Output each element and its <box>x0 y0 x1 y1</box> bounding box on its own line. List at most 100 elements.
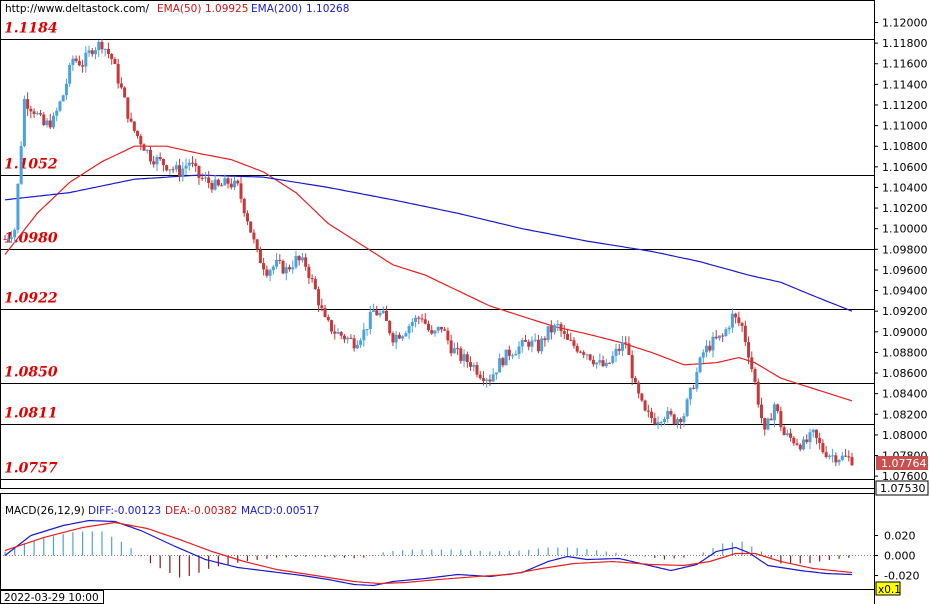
candle-body <box>388 320 392 334</box>
macd-tick-label: 0.000 <box>884 550 916 563</box>
candle-body <box>391 333 395 343</box>
zoom-box[interactable] <box>875 581 901 596</box>
candle-body <box>252 232 256 240</box>
candle-body <box>850 457 854 466</box>
candle-body <box>320 305 324 309</box>
candle-body <box>197 165 201 178</box>
support-resistance-levels: 1.1184 1.1052 1.0980 1.0922 1.0850 1.0811 1.07… <box>0 21 874 480</box>
candle-body <box>100 41 104 50</box>
site-url[interactable]: http://www.deltastock.com/ <box>5 3 150 15</box>
ema200-value: 1.10268 <box>306 3 349 15</box>
candle-body <box>74 58 78 61</box>
candle-body <box>68 64 72 84</box>
candle-body <box>32 111 36 114</box>
candle-body <box>792 437 796 444</box>
candle-body <box>81 65 85 67</box>
candle-body <box>375 310 379 316</box>
candle-body <box>785 433 789 436</box>
candle-body <box>614 348 618 356</box>
candle-body <box>307 266 311 279</box>
candle-body <box>511 355 515 357</box>
candle-body <box>349 337 353 339</box>
candle-body <box>769 418 773 421</box>
candle-body <box>203 177 207 179</box>
candle-body <box>743 325 747 343</box>
candle-body <box>184 165 188 169</box>
candle-body <box>430 330 434 334</box>
candle-body <box>562 331 566 334</box>
candle-body <box>116 63 120 84</box>
candle-body <box>142 144 146 151</box>
candle-body <box>575 345 579 352</box>
candle-body <box>582 352 586 355</box>
candle-body <box>498 358 502 373</box>
candle-body <box>834 455 838 463</box>
candle-body <box>300 257 304 261</box>
candle-body <box>9 237 13 239</box>
candle-body <box>271 266 275 271</box>
candle-body <box>527 341 531 347</box>
candle-body <box>213 179 217 190</box>
level-label: 1.0922 <box>4 291 58 307</box>
candle-body <box>330 320 334 332</box>
candle-body <box>611 355 615 363</box>
candle-body <box>372 310 376 312</box>
candle-body <box>249 221 253 233</box>
price-tick-label: 1.11600 <box>882 58 928 71</box>
candle-body <box>475 365 479 375</box>
candle-body <box>42 114 46 126</box>
candle-body <box>701 352 705 358</box>
price-tick-label: 1.10200 <box>882 202 928 215</box>
candle-body <box>77 60 81 66</box>
candle-body <box>187 162 191 166</box>
candle-body <box>110 53 114 59</box>
candle-body <box>436 326 440 331</box>
candle-body <box>284 267 288 274</box>
candle-body <box>536 339 540 352</box>
candle-body <box>168 169 172 171</box>
candle-body <box>831 455 835 457</box>
candle-body <box>837 459 841 463</box>
candle-body <box>404 333 408 337</box>
candle-body <box>501 358 505 366</box>
price-tick-label: 1.11000 <box>882 120 928 133</box>
candle-body <box>591 359 595 365</box>
candle-body <box>365 329 369 331</box>
candle-body <box>310 278 314 280</box>
bottom-price-label: 1.07530 <box>880 482 926 495</box>
candle-body <box>840 455 844 460</box>
candle-body <box>620 342 624 351</box>
candle-body <box>433 330 437 334</box>
price-tick-label: 1.08600 <box>882 367 928 380</box>
candle-body <box>595 362 599 365</box>
price-tick-label: 1.08000 <box>882 429 928 442</box>
candle-body <box>763 418 767 430</box>
candle-body <box>19 146 23 184</box>
candle-body <box>643 400 647 411</box>
candle-body <box>740 323 744 326</box>
candle-body <box>666 411 670 419</box>
candle-body <box>161 159 165 166</box>
candle-body <box>323 308 327 317</box>
macd-diff-line <box>4 519 853 587</box>
candle-body <box>420 318 424 320</box>
candle-body <box>708 345 712 351</box>
candle-body <box>39 113 43 115</box>
candle-body <box>520 339 524 347</box>
candle-body <box>844 455 848 457</box>
price-tick-label: 1.09800 <box>882 243 928 256</box>
candle-body <box>103 49 107 51</box>
candle-body <box>281 260 285 274</box>
candle-body <box>530 340 534 347</box>
candle-body <box>808 432 812 443</box>
level-label: 1.0980 <box>4 231 58 247</box>
candle-body <box>698 357 702 373</box>
candle-body <box>245 213 249 222</box>
candle-body <box>129 118 133 122</box>
timestamp-label: 2022-03-29 10:00 <box>4 592 99 604</box>
candle-body <box>646 410 650 412</box>
candle-body <box>291 267 295 270</box>
zoom-label[interactable]: x0.1 <box>878 584 901 596</box>
candle-body <box>13 229 17 238</box>
